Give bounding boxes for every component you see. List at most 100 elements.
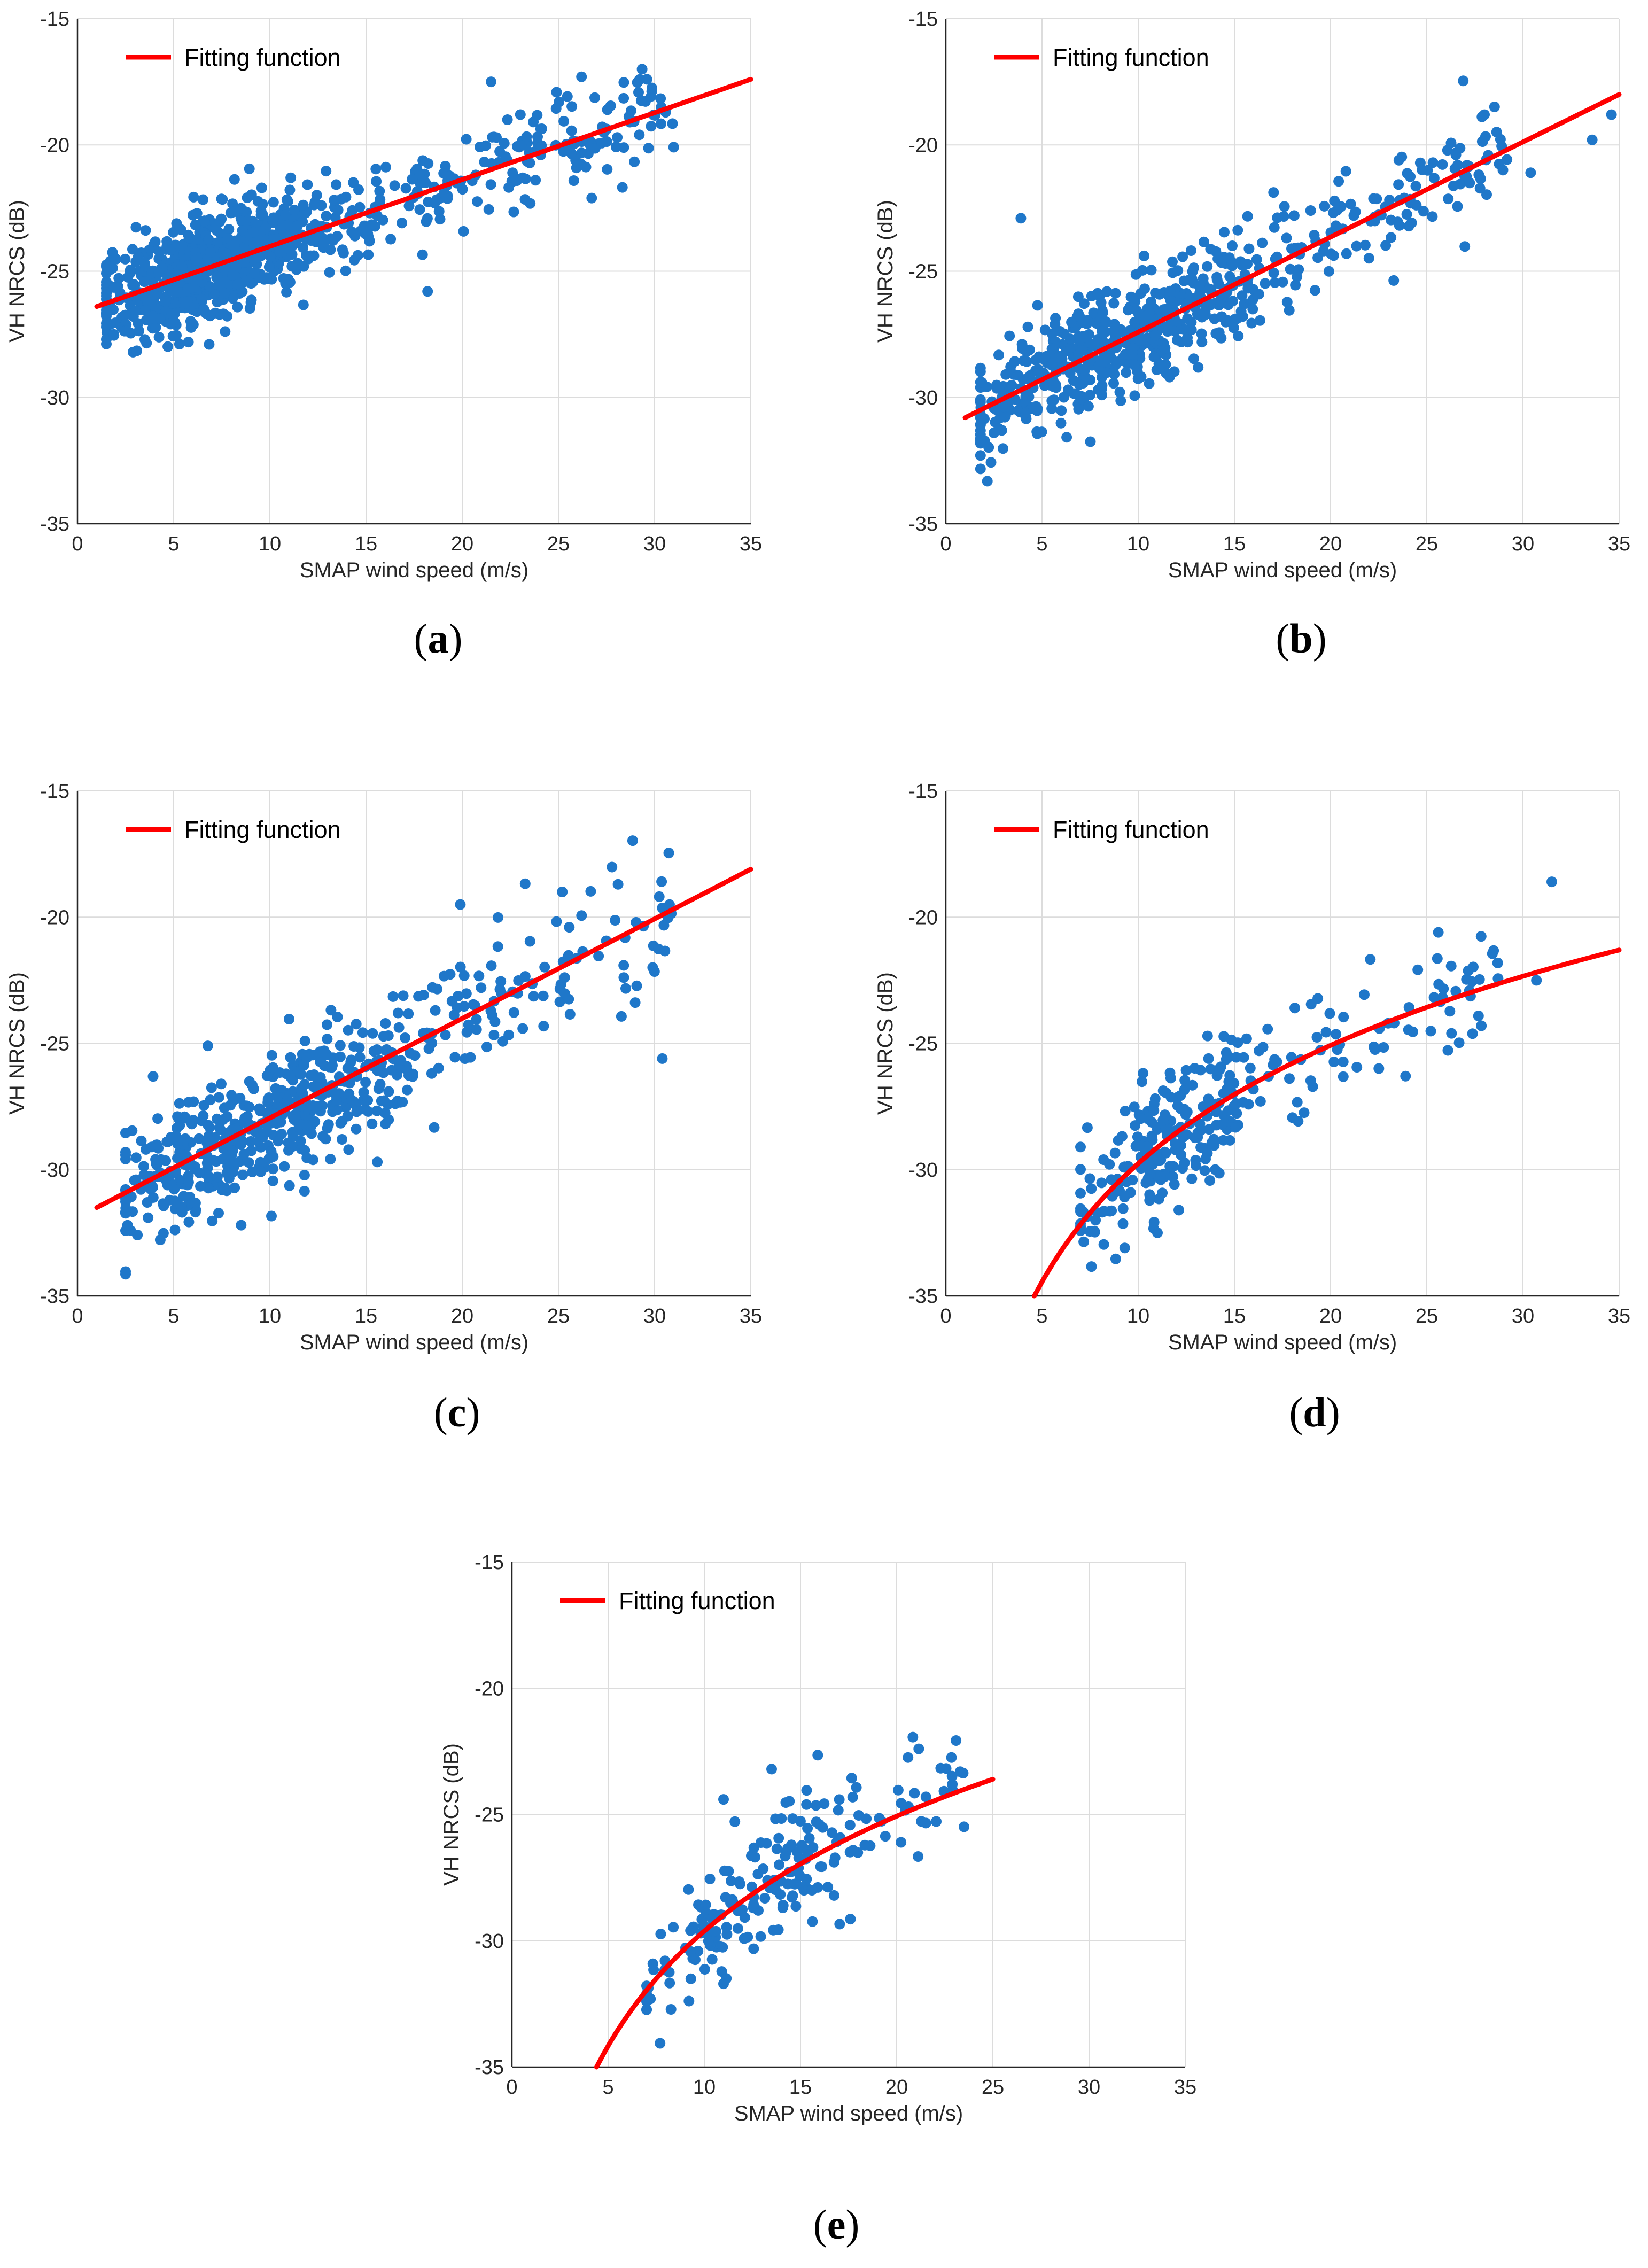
scatter-point — [1393, 154, 1404, 166]
scatter-point — [195, 1180, 206, 1192]
scatter-point — [1269, 1054, 1280, 1065]
scatter-point — [139, 258, 150, 268]
scatter-point — [279, 1161, 290, 1172]
scatter-point — [851, 1782, 862, 1793]
scatter-point — [253, 1136, 263, 1147]
scatter-point — [655, 2038, 666, 2049]
scatter-point — [1224, 1135, 1235, 1146]
scatter-point — [1464, 177, 1475, 189]
scatter-point — [332, 205, 344, 215]
scatter-point — [771, 1843, 782, 1854]
scatter-point — [1148, 1217, 1160, 1228]
scatter-point — [807, 1916, 818, 1927]
scatter-point — [120, 1208, 131, 1219]
scatter-point — [528, 991, 539, 1002]
scatter-point — [335, 1040, 346, 1051]
x-tick-label: 0 — [940, 533, 951, 555]
scatter-point — [1293, 264, 1304, 275]
scatter-point — [1032, 403, 1043, 414]
scatter-point — [136, 1135, 147, 1146]
scatter-point — [1175, 1103, 1186, 1114]
scatter-point — [232, 301, 243, 313]
scatter-point — [1129, 360, 1140, 371]
scatter-point — [1446, 1028, 1457, 1039]
scatter-point — [627, 835, 638, 846]
scatter-point — [605, 100, 616, 111]
y-tick-label: -30 — [908, 387, 938, 409]
x-tick-label: 35 — [1174, 2076, 1196, 2099]
scatter-point — [152, 1113, 164, 1124]
x-tick-label: 20 — [451, 1305, 473, 1327]
scatter-point — [659, 945, 671, 957]
scatter-point — [716, 1966, 727, 1977]
scatter-point — [204, 339, 215, 350]
chart-panel-e: 0 5 10 15 20 25 30 35 -35 -30 -25 -20 -15 Fitting fun… — [434, 1543, 1225, 2147]
x-tick-label: 35 — [740, 1305, 762, 1327]
scatter-point — [343, 1144, 354, 1155]
scatter-point — [174, 339, 185, 349]
x-tick-label: 20 — [1319, 1305, 1342, 1327]
scatter-point — [1073, 308, 1084, 320]
scatter-point — [1078, 1236, 1090, 1247]
scatter-point — [434, 214, 446, 225]
y-tick-label: -15 — [908, 780, 938, 803]
scatter-point — [1531, 975, 1542, 986]
scatter-point — [402, 1084, 413, 1096]
scatter-point — [1237, 260, 1248, 270]
scatter-point — [1433, 978, 1444, 990]
scatter-point — [414, 204, 425, 215]
scatter-point — [1403, 1002, 1414, 1013]
scatter-point — [787, 1892, 798, 1903]
scatter-point — [289, 204, 300, 215]
scatter-point — [1188, 353, 1199, 364]
scatter-point — [247, 1167, 258, 1177]
scatter-point — [461, 988, 472, 999]
scatter-point — [1162, 303, 1173, 314]
scatter-point — [993, 383, 1005, 394]
scatter-point — [1114, 386, 1125, 398]
scatter-point — [1033, 364, 1044, 375]
scatter-point — [1489, 102, 1500, 112]
scatter-point — [1402, 168, 1413, 179]
scatter-point — [656, 118, 666, 129]
scatter-point — [664, 1977, 675, 1989]
scatter-point — [217, 308, 229, 320]
scatter-point — [301, 1120, 312, 1131]
y-tick-label: -15 — [475, 1551, 504, 1574]
scatter-point — [1400, 1070, 1411, 1082]
scatter-point — [610, 915, 621, 926]
scatter-point — [1073, 403, 1084, 415]
scatter-point — [255, 1156, 266, 1168]
scatter-point — [202, 1040, 213, 1052]
scatter-point — [798, 1885, 810, 1896]
x-tick-label: 30 — [1078, 2076, 1100, 2099]
scatter-point — [301, 250, 312, 261]
scatter-point — [576, 71, 587, 82]
y-tick-label: -35 — [908, 513, 938, 535]
scatter-point — [229, 174, 240, 185]
fitting-curve — [94, 76, 753, 309]
scatter-point — [483, 204, 494, 215]
scatter-point — [1425, 1026, 1436, 1037]
y-tick-label: -35 — [475, 2056, 504, 2079]
scatter-point — [289, 1114, 300, 1125]
scatter-point — [120, 1196, 131, 1207]
scatter-point — [199, 215, 210, 227]
x-axis-label: SMAP wind speed (m/s) — [1168, 1331, 1397, 1354]
scatter-point — [196, 293, 207, 305]
scatter-point — [1117, 1218, 1129, 1229]
scatter-point — [174, 1098, 185, 1109]
scatter-point — [340, 1102, 351, 1113]
scatter-point — [344, 1088, 355, 1099]
scatter-point — [806, 1885, 818, 1896]
scatter-point — [343, 1024, 354, 1036]
scatter-point — [1351, 1062, 1363, 1073]
scatter-point — [975, 463, 986, 475]
scatter-point — [1100, 316, 1111, 327]
scatter-point — [931, 1816, 942, 1827]
scatter-point — [1333, 176, 1344, 187]
scatter-point — [1164, 1161, 1176, 1172]
scatter-point — [706, 1954, 718, 1965]
scatter-point — [1143, 1114, 1154, 1125]
scatter-point — [1474, 974, 1485, 985]
